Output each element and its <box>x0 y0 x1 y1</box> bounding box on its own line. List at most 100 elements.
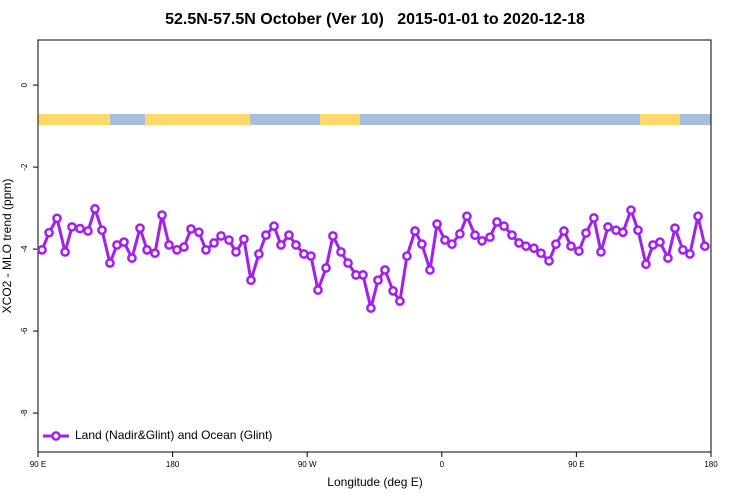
point <box>521 241 531 252</box>
point <box>164 240 174 250</box>
y-tick-label: -8 <box>20 409 29 417</box>
x-tick-label: 180 <box>166 460 180 469</box>
point <box>581 228 591 238</box>
point <box>150 248 160 259</box>
point <box>231 247 241 257</box>
point <box>328 231 338 241</box>
point <box>633 225 643 236</box>
x-tick-label: 90 E <box>568 460 584 469</box>
plot-frame <box>37 39 712 453</box>
point <box>566 241 576 252</box>
x-axis-label: Longitude (deg E) <box>327 475 422 489</box>
surface-mask <box>38 114 711 125</box>
point <box>246 275 256 286</box>
point <box>477 236 487 246</box>
point <box>336 247 346 257</box>
point <box>254 249 264 259</box>
point <box>380 265 390 275</box>
point <box>37 245 47 255</box>
point <box>589 213 599 223</box>
point <box>499 221 509 231</box>
point <box>313 285 323 295</box>
point <box>83 226 93 236</box>
point <box>343 258 353 268</box>
x-tick-label: 180 <box>704 460 718 469</box>
point <box>425 265 435 275</box>
point <box>470 230 480 240</box>
point <box>462 211 472 222</box>
y-axis-label: XCO2 - MLO trend (ppm) <box>0 179 14 314</box>
point <box>157 210 167 220</box>
point <box>410 226 420 236</box>
point <box>194 227 204 238</box>
point <box>655 237 665 247</box>
point <box>216 231 226 241</box>
point <box>596 247 606 257</box>
point <box>670 223 680 234</box>
point <box>551 239 561 250</box>
point <box>700 241 710 252</box>
chart-title: 52.5N-57.5N October (Ver 10) 2015-01-01 … <box>165 11 585 28</box>
point <box>284 230 294 240</box>
y-tick-label: -2 <box>20 163 29 171</box>
point <box>179 242 189 252</box>
point <box>201 245 211 255</box>
point <box>321 263 331 273</box>
point <box>544 256 554 266</box>
point <box>358 270 368 280</box>
point <box>291 240 301 250</box>
point <box>678 245 688 255</box>
point <box>417 239 427 250</box>
point <box>261 230 271 240</box>
legend-marker <box>51 431 61 441</box>
point <box>142 245 152 255</box>
land-band <box>145 114 250 125</box>
point <box>402 251 412 261</box>
point <box>626 205 636 215</box>
point <box>224 235 234 245</box>
legend-label: Land (Nadir&Glint) and Ocean (Glint) <box>75 428 272 442</box>
point <box>119 237 129 247</box>
y-tick-label: 0 <box>20 82 29 87</box>
point <box>209 238 219 248</box>
y-tick-label: -4 <box>20 245 29 253</box>
land-band <box>38 114 110 125</box>
point <box>388 286 398 296</box>
point <box>44 227 54 238</box>
point <box>432 219 442 229</box>
point <box>67 222 77 232</box>
land-band <box>320 114 360 125</box>
point <box>127 253 137 263</box>
point <box>373 275 383 286</box>
point <box>90 204 100 214</box>
point <box>269 221 279 231</box>
point <box>276 240 286 250</box>
point <box>536 248 546 259</box>
point <box>366 303 376 313</box>
point <box>492 217 502 227</box>
point <box>559 226 569 236</box>
y-tick-label: -6 <box>20 327 29 335</box>
x-tick-label: 90 W <box>298 460 317 469</box>
point <box>440 235 450 245</box>
point <box>60 247 70 257</box>
point <box>485 232 495 243</box>
point <box>693 211 703 222</box>
point <box>663 253 673 263</box>
point <box>447 239 457 250</box>
x-tick-label: 90 E <box>30 460 46 469</box>
point <box>685 249 695 259</box>
point <box>529 243 539 254</box>
point <box>52 213 62 224</box>
point <box>618 227 628 238</box>
point <box>574 246 584 256</box>
point <box>239 234 249 245</box>
point <box>97 225 107 236</box>
point <box>186 224 196 234</box>
x-tick-label: 0 <box>440 460 445 469</box>
point <box>455 229 465 239</box>
point <box>603 222 613 232</box>
point <box>75 223 85 234</box>
